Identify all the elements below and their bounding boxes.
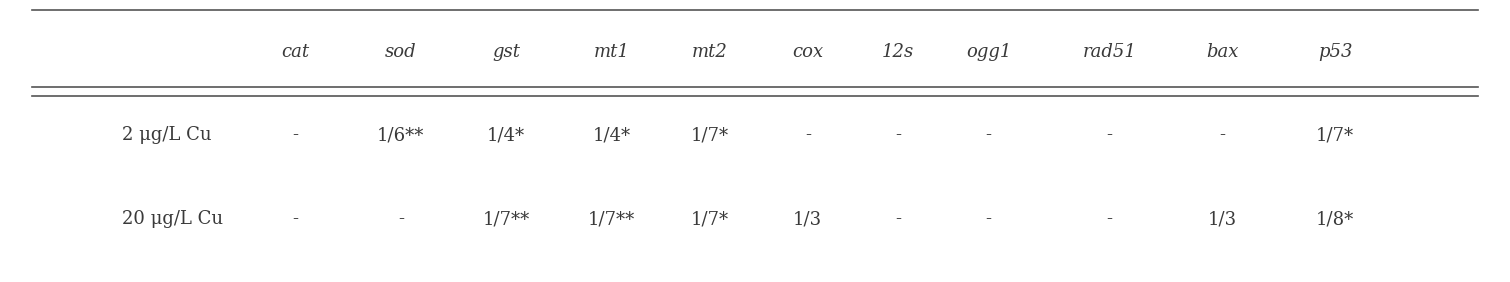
- Text: rad51: rad51: [1083, 43, 1136, 61]
- Text: 12s: 12s: [882, 43, 915, 61]
- Text: p53: p53: [1318, 43, 1353, 61]
- Text: 1/7*: 1/7*: [690, 210, 729, 228]
- Text: bax: bax: [1206, 43, 1238, 61]
- Text: cat: cat: [281, 43, 310, 61]
- Text: mt2: mt2: [692, 43, 728, 61]
- Text: 2 μg/L Cu: 2 μg/L Cu: [122, 126, 211, 144]
- Text: -: -: [986, 126, 992, 144]
- Text: -: -: [986, 210, 992, 228]
- Text: cox: cox: [793, 43, 823, 61]
- Text: -: -: [1107, 126, 1113, 144]
- Text: 1/3: 1/3: [1208, 210, 1237, 228]
- Text: -: -: [1107, 210, 1113, 228]
- Text: -: -: [293, 210, 299, 228]
- Text: -: -: [895, 126, 901, 144]
- Text: 1/4*: 1/4*: [593, 126, 631, 144]
- Text: 1/4*: 1/4*: [488, 126, 525, 144]
- Text: -: -: [397, 210, 403, 228]
- Text: 1/6**: 1/6**: [378, 126, 424, 144]
- Text: sod: sod: [385, 43, 417, 61]
- Text: mt1: mt1: [593, 43, 630, 61]
- Text: 1/8*: 1/8*: [1317, 210, 1354, 228]
- Text: 1/7*: 1/7*: [1317, 126, 1354, 144]
- Text: -: -: [293, 126, 299, 144]
- Text: 1/7**: 1/7**: [483, 210, 530, 228]
- Text: -: -: [805, 126, 811, 144]
- Text: 1/7*: 1/7*: [690, 126, 729, 144]
- Text: 20 μg/L Cu: 20 μg/L Cu: [122, 210, 223, 228]
- Text: gst: gst: [492, 43, 521, 61]
- Text: 1/7**: 1/7**: [589, 210, 636, 228]
- Text: -: -: [895, 210, 901, 228]
- Text: 1/3: 1/3: [793, 210, 823, 228]
- Text: ogg1: ogg1: [966, 43, 1012, 61]
- Text: -: -: [1219, 126, 1225, 144]
